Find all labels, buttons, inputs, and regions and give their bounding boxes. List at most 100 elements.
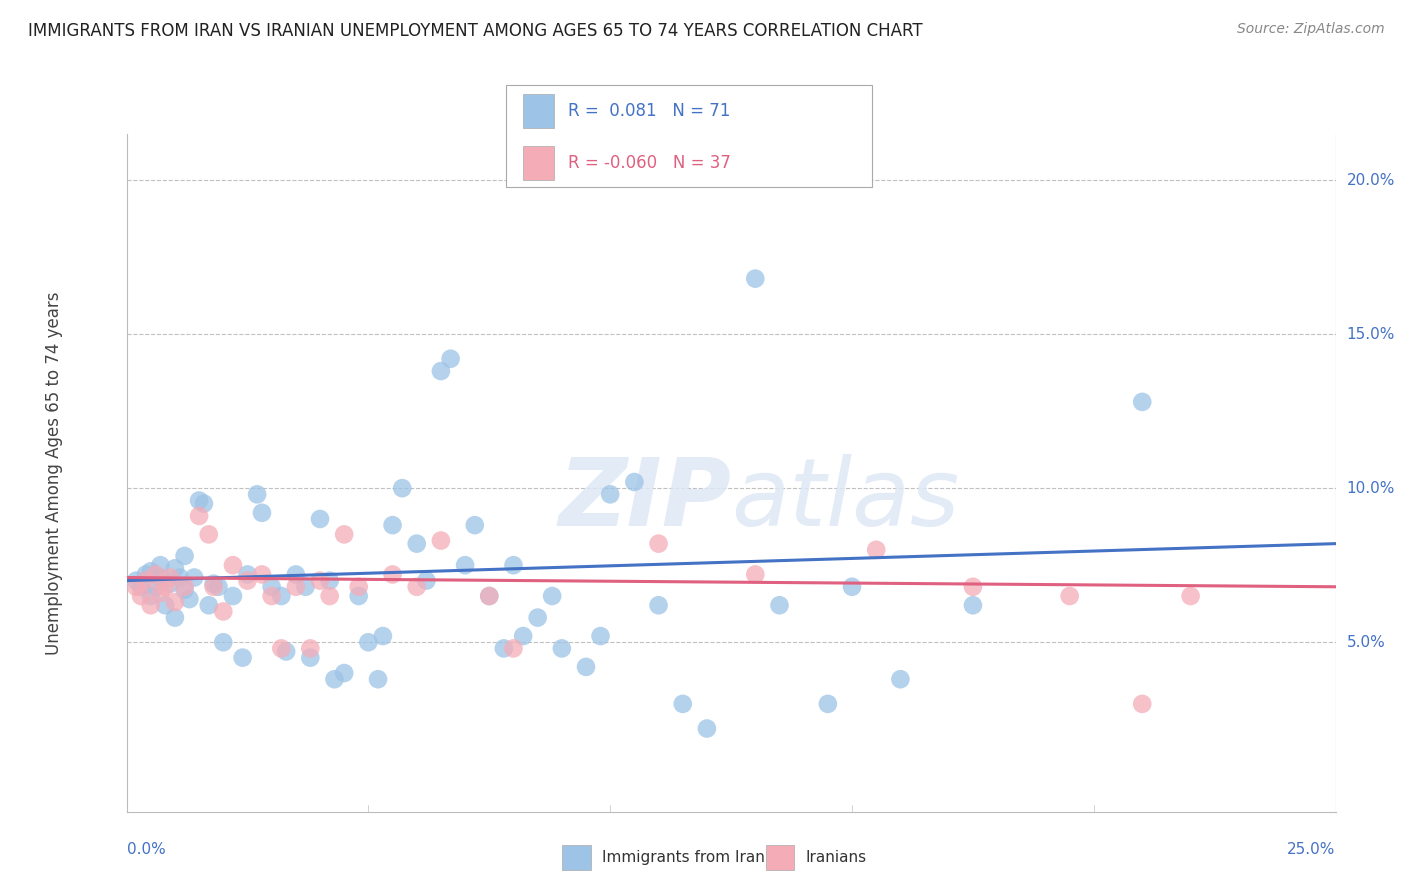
Point <box>371 629 394 643</box>
Point <box>962 580 984 594</box>
Point <box>207 580 229 594</box>
Point <box>502 558 524 573</box>
Point <box>541 589 564 603</box>
Point <box>125 580 148 594</box>
Point <box>318 589 340 603</box>
Point <box>1059 589 1081 603</box>
Point <box>159 576 181 591</box>
Point <box>193 497 215 511</box>
Point <box>323 672 346 686</box>
Point <box>222 558 245 573</box>
Point <box>188 493 211 508</box>
Point <box>623 475 645 489</box>
Point <box>212 604 235 618</box>
Point <box>962 599 984 613</box>
Point <box>260 580 283 594</box>
Point <box>163 595 186 609</box>
Point <box>163 561 186 575</box>
Point <box>169 570 191 584</box>
Point <box>672 697 695 711</box>
Point <box>183 570 205 584</box>
Point <box>865 542 887 557</box>
Point <box>149 586 172 600</box>
Point <box>135 574 157 588</box>
Point <box>232 650 254 665</box>
Point <box>647 599 669 613</box>
Point <box>817 697 839 711</box>
Point <box>125 574 148 588</box>
Point <box>173 549 195 563</box>
Point <box>129 589 152 603</box>
Point <box>647 536 669 550</box>
Point <box>454 558 477 573</box>
Point <box>149 558 172 573</box>
Point <box>188 508 211 523</box>
Text: Iranians: Iranians <box>806 850 866 864</box>
Point <box>294 580 316 594</box>
Point <box>149 570 172 584</box>
Point <box>309 512 332 526</box>
Point <box>163 610 186 624</box>
Point <box>145 580 167 594</box>
Point <box>367 672 389 686</box>
Point <box>502 641 524 656</box>
Point <box>347 580 370 594</box>
Text: Source: ZipAtlas.com: Source: ZipAtlas.com <box>1237 22 1385 37</box>
Text: 0.0%: 0.0% <box>127 842 166 857</box>
Text: R =  0.081   N = 71: R = 0.081 N = 71 <box>568 102 730 120</box>
Text: 20.0%: 20.0% <box>1347 172 1395 187</box>
Point <box>159 570 181 584</box>
Text: 15.0%: 15.0% <box>1347 326 1395 342</box>
Point <box>139 589 162 603</box>
Point <box>1130 395 1153 409</box>
Point <box>139 599 162 613</box>
Point <box>768 599 790 613</box>
Point <box>212 635 235 649</box>
Point <box>430 364 453 378</box>
Point <box>155 580 177 594</box>
Point <box>405 580 427 594</box>
Text: 10.0%: 10.0% <box>1347 481 1395 496</box>
Point <box>173 580 195 594</box>
Point <box>744 567 766 582</box>
Point <box>347 589 370 603</box>
Point <box>270 589 292 603</box>
Text: Unemployment Among Ages 65 to 74 years: Unemployment Among Ages 65 to 74 years <box>45 291 63 655</box>
Point <box>284 580 307 594</box>
Point <box>318 574 340 588</box>
Point <box>173 582 195 597</box>
Point <box>333 527 356 541</box>
Point <box>299 650 322 665</box>
Point <box>222 589 245 603</box>
Point <box>478 589 501 603</box>
Point <box>197 599 219 613</box>
Point <box>1180 589 1202 603</box>
Point <box>439 351 461 366</box>
Text: ZIP: ZIP <box>558 454 731 546</box>
Point <box>405 536 427 550</box>
Point <box>197 527 219 541</box>
Point <box>202 580 225 594</box>
Point <box>841 580 863 594</box>
Point <box>357 635 380 649</box>
Text: 25.0%: 25.0% <box>1288 842 1336 857</box>
Point <box>492 641 515 656</box>
Point <box>333 666 356 681</box>
Point <box>381 518 404 533</box>
Point <box>179 592 201 607</box>
Point <box>526 610 548 624</box>
Point <box>551 641 574 656</box>
Point <box>202 576 225 591</box>
Point <box>1130 697 1153 711</box>
Point <box>250 506 273 520</box>
Point <box>260 589 283 603</box>
Point <box>139 565 162 579</box>
Point <box>309 574 332 588</box>
Point <box>744 271 766 285</box>
Text: Immigrants from Iran: Immigrants from Iran <box>602 850 765 864</box>
Point <box>270 641 292 656</box>
Point <box>575 660 598 674</box>
Text: 5.0%: 5.0% <box>1347 635 1385 649</box>
Point <box>135 567 157 582</box>
Point <box>415 574 437 588</box>
